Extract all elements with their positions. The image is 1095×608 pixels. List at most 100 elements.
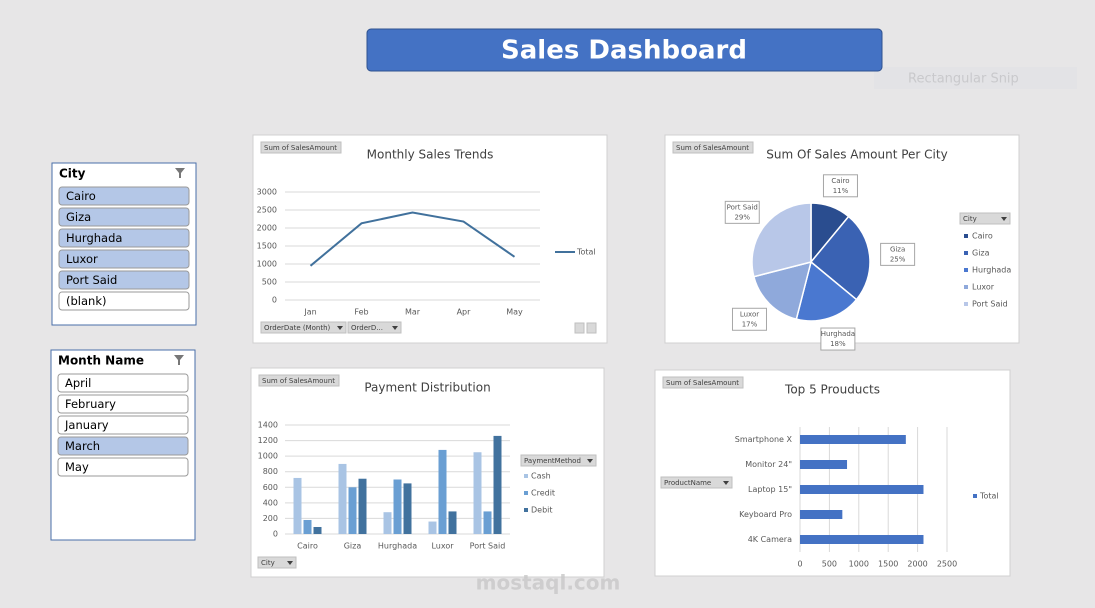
zoom-button[interactable]	[574, 322, 585, 334]
field-button-label: Sum of SalesAmount	[264, 144, 337, 152]
field-button[interactable]	[662, 376, 744, 389]
bar	[338, 463, 347, 534]
bar	[438, 449, 447, 534]
clear-filter-icon[interactable]	[174, 355, 184, 365]
y-tick-label: Monitor 24"	[745, 460, 792, 469]
pie-slice	[751, 202, 812, 278]
data-label-box	[724, 200, 760, 224]
field-button-label: Sum of SalesAmount	[262, 377, 335, 385]
y-tick-label: 400	[263, 498, 278, 507]
field-button-label: OrderDate (Month)	[264, 324, 331, 332]
dropdown-arrow	[723, 481, 729, 485]
x-tick-label: Port Said	[470, 542, 506, 551]
bar	[313, 526, 322, 534]
slicer-item-label: Giza	[66, 210, 91, 224]
legend-swatch	[524, 508, 528, 512]
y-tick-label: 600	[263, 483, 278, 492]
bar	[800, 460, 848, 469]
legend-label: Luxor	[972, 283, 995, 292]
slicer-item[interactable]	[58, 291, 190, 311]
field-button[interactable]	[660, 476, 733, 489]
x-tick-label: May	[506, 308, 523, 317]
y-tick-label: 3000	[257, 188, 277, 197]
legend-label: Total	[576, 248, 596, 257]
data-label-name: Port Said	[727, 203, 758, 211]
chart-panel	[654, 369, 1011, 577]
legend-swatch	[964, 251, 968, 255]
line-series	[309, 211, 516, 267]
slicer-item[interactable]	[57, 457, 189, 477]
slicer-item-label: May	[65, 460, 89, 474]
field-button[interactable]	[260, 321, 347, 334]
pie-slice	[795, 260, 858, 322]
slicer-item[interactable]	[58, 207, 190, 227]
field-button-label: ProductName	[664, 479, 711, 487]
bar	[383, 512, 392, 534]
field-button[interactable]	[260, 141, 342, 154]
legend-label: Port Said	[972, 300, 1008, 309]
field-button[interactable]	[257, 556, 297, 569]
field-button[interactable]	[520, 454, 597, 467]
y-tick-label: 0	[272, 296, 277, 305]
pie-slice	[752, 260, 813, 321]
data-label-name: Cairo	[831, 177, 849, 185]
x-tick-label: Cairo	[297, 542, 318, 551]
legend-swatch	[524, 491, 528, 495]
field-button[interactable]	[347, 321, 402, 334]
slicer-item[interactable]	[57, 436, 189, 456]
slicer-item[interactable]	[58, 249, 190, 269]
slicer-item-label: April	[65, 376, 91, 390]
x-tick-label: 1000	[849, 560, 869, 569]
slicer-item[interactable]	[57, 415, 189, 435]
legend-swatch	[524, 474, 528, 478]
snip-label: Rectangular Snip	[908, 72, 1019, 87]
slicer-item[interactable]	[57, 373, 189, 393]
y-tick-label: 200	[263, 514, 278, 523]
slicer-item-label: February	[65, 397, 116, 411]
field-button[interactable]	[258, 374, 340, 387]
slicer-item-label: January	[64, 418, 109, 432]
slicer-item[interactable]	[57, 394, 189, 414]
data-label-value: 18%	[830, 340, 846, 348]
field-button-label: City	[261, 559, 275, 567]
legend-label: Giza	[972, 249, 990, 258]
legend-swatch	[964, 285, 968, 289]
data-label-name: Luxor	[740, 310, 759, 318]
field-button-label: OrderD...	[351, 324, 383, 332]
dropdown-arrow	[392, 326, 398, 330]
field-button-label: PaymentMethod	[524, 457, 581, 465]
dashboard-title: Sales Dashboard	[501, 36, 747, 66]
chart-panel	[252, 134, 608, 344]
dropdown-arrow	[587, 459, 593, 463]
bar	[358, 478, 367, 534]
slicer-item[interactable]	[58, 270, 190, 290]
field-button[interactable]	[672, 141, 754, 154]
y-tick-label: 2000	[257, 224, 277, 233]
y-tick-label: 800	[263, 467, 278, 476]
bar	[800, 510, 843, 519]
bar	[448, 511, 457, 534]
legend-swatch	[964, 302, 968, 306]
slicer-item[interactable]	[58, 186, 190, 206]
x-tick-label: Mar	[405, 308, 421, 317]
legend-label: Debit	[531, 506, 553, 515]
y-tick-label: 4K Camera	[748, 535, 792, 544]
bar	[303, 519, 312, 534]
data-label-box	[820, 327, 856, 351]
field-button[interactable]	[959, 212, 1011, 225]
field-button-label: Sum of SalesAmount	[676, 144, 749, 152]
clear-filter-icon[interactable]	[175, 168, 185, 178]
slicer-title: City	[59, 167, 86, 181]
zoom-button[interactable]	[586, 322, 597, 334]
dropdown-arrow	[337, 326, 343, 330]
bar	[428, 521, 437, 534]
y-tick-label: 1000	[258, 452, 278, 461]
chart-panel	[250, 367, 605, 578]
y-tick-label: 2500	[257, 206, 277, 215]
x-tick-label: 500	[822, 560, 837, 569]
slicer-item[interactable]	[58, 228, 190, 248]
x-tick-label: 0	[797, 560, 802, 569]
dropdown-arrow	[287, 561, 293, 565]
legend-label: Hurghada	[972, 266, 1011, 275]
